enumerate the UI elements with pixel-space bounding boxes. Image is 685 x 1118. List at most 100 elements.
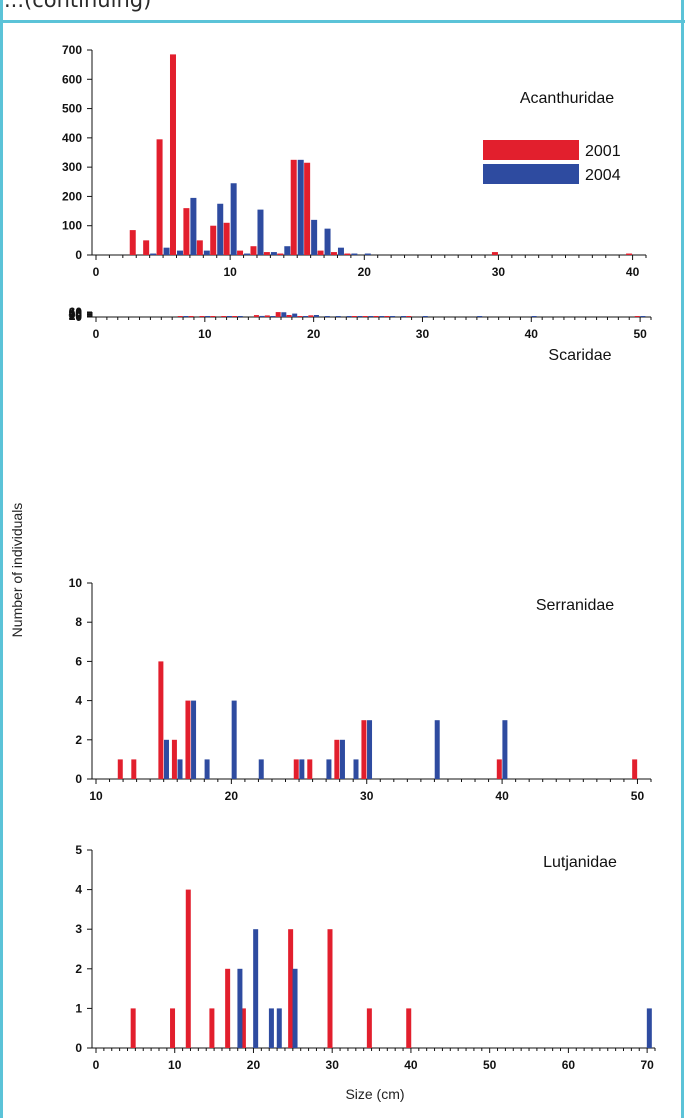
bar-2001 — [264, 315, 270, 317]
bar-2004 — [237, 968, 243, 1048]
bar-2004 — [268, 1008, 274, 1048]
bar-2004 — [253, 929, 259, 1048]
x-tick-label: 70 — [640, 1058, 654, 1072]
bar-2001 — [185, 889, 191, 1048]
header-strip: ...(continuing) — [0, 0, 685, 22]
x-tick-label: 0 — [93, 265, 100, 279]
bar-2001 — [183, 208, 190, 255]
chart-panel-acanthuridae: 0 10 20 30 400100200300400500600700Acanthuri… — [62, 43, 647, 279]
bar-2001 — [171, 739, 177, 779]
y-tick-label: 200 — [62, 189, 82, 203]
bar-2004 — [176, 250, 183, 255]
bar-2004 — [390, 316, 396, 317]
bar-2001 — [288, 929, 294, 1048]
y-tick-label: 0 — [75, 1041, 82, 1055]
bar-2004 — [367, 720, 373, 779]
bar-2004 — [203, 250, 210, 255]
bar-2004 — [258, 759, 264, 779]
bar-2004 — [364, 253, 371, 255]
bar-2004 — [230, 183, 237, 255]
bar-2001 — [344, 253, 351, 255]
x-tick-label: 50 — [483, 1058, 497, 1072]
bar-2004 — [204, 759, 210, 779]
bar-2004 — [259, 315, 265, 317]
bar-2001 — [185, 700, 191, 779]
bar-2001 — [361, 720, 367, 779]
bar-2004 — [379, 316, 385, 317]
bar-2001 — [491, 252, 498, 255]
bar-2001 — [250, 246, 257, 255]
bar-2001 — [143, 240, 150, 255]
x-tick-label: 30 — [416, 327, 430, 341]
bar-2004 — [299, 759, 305, 779]
x-tick-label: 0 — [93, 327, 100, 341]
y-axis-title-text: Number of individuals — [9, 502, 25, 638]
y-tick-label: 10 — [69, 576, 83, 590]
y-tick-label: 6 — [75, 654, 82, 668]
bar-2001 — [277, 253, 284, 255]
x-tick-label: 10 — [168, 1058, 182, 1072]
bar-2001 — [406, 316, 412, 317]
bar-2004 — [311, 219, 318, 255]
x-tick-label: 20 — [247, 1058, 261, 1072]
bar-2004 — [270, 252, 277, 255]
bar-2001 — [156, 139, 163, 255]
frame-border-top — [0, 20, 685, 23]
bar-2004 — [276, 1008, 282, 1048]
x-tick-label: 40 — [626, 265, 640, 279]
y-tick-label: 50 — [69, 306, 83, 320]
x-tick-label: 10 — [198, 327, 212, 341]
bar-2004 — [326, 759, 332, 779]
bar-2001 — [223, 222, 230, 255]
bar-2004 — [163, 739, 169, 779]
y-tick-label: 400 — [62, 131, 82, 145]
bar-2001 — [308, 315, 314, 317]
y-tick-label: 4 — [75, 694, 82, 708]
x-tick-label: 40 — [495, 789, 509, 803]
bar-2004 — [502, 720, 508, 779]
bar-2001 — [384, 316, 390, 317]
chart-panel-lutjanidae: 0 10 20 30 40 50 60 70 0 1 2 3 4 5 Lutjanidae — [75, 843, 656, 1072]
x-tick-label: 30 — [326, 1058, 340, 1072]
bar-2004 — [231, 700, 237, 779]
bar-2001 — [366, 1008, 372, 1048]
bar-2001 — [240, 1008, 246, 1048]
legend-swatch-2001 — [483, 140, 579, 160]
y-tick-label: 4 — [75, 883, 82, 897]
chart-title: Scaridae — [548, 347, 611, 364]
bar-2001 — [170, 1008, 176, 1048]
bar-2004 — [401, 316, 407, 317]
bar-2004 — [284, 246, 291, 255]
bar-2001 — [199, 316, 205, 317]
bar-2001 — [307, 759, 313, 779]
bar-2001 — [634, 316, 640, 317]
bar-2004 — [190, 197, 197, 255]
bar-2001 — [293, 759, 299, 779]
y-tick-label: 2 — [75, 733, 82, 747]
bar-2004 — [183, 316, 189, 317]
x-tick-label: 30 — [492, 265, 506, 279]
bar-2001 — [496, 759, 502, 779]
chart-title: Lutjanidae — [543, 854, 617, 871]
x-tick-label: 20 — [225, 789, 239, 803]
bar-2001 — [196, 240, 203, 255]
bar-2001 — [129, 230, 136, 255]
y-tick-label: 1 — [75, 1001, 82, 1015]
y-tick-label: 100 — [62, 219, 82, 233]
bar-2004 — [163, 247, 170, 255]
frame-border-left — [0, 0, 3, 1118]
bar-2001 — [362, 316, 368, 317]
bar-2001 — [351, 316, 357, 317]
bar-2004 — [257, 209, 264, 255]
bar-2004 — [477, 316, 483, 317]
chart-title: Serranidae — [536, 597, 614, 614]
bar-2004 — [237, 316, 243, 317]
bar-2001 — [210, 225, 217, 255]
bar-2004 — [422, 316, 428, 317]
bar-2001 — [317, 250, 324, 255]
bar-2001 — [221, 316, 227, 317]
bar-2001 — [334, 739, 340, 779]
